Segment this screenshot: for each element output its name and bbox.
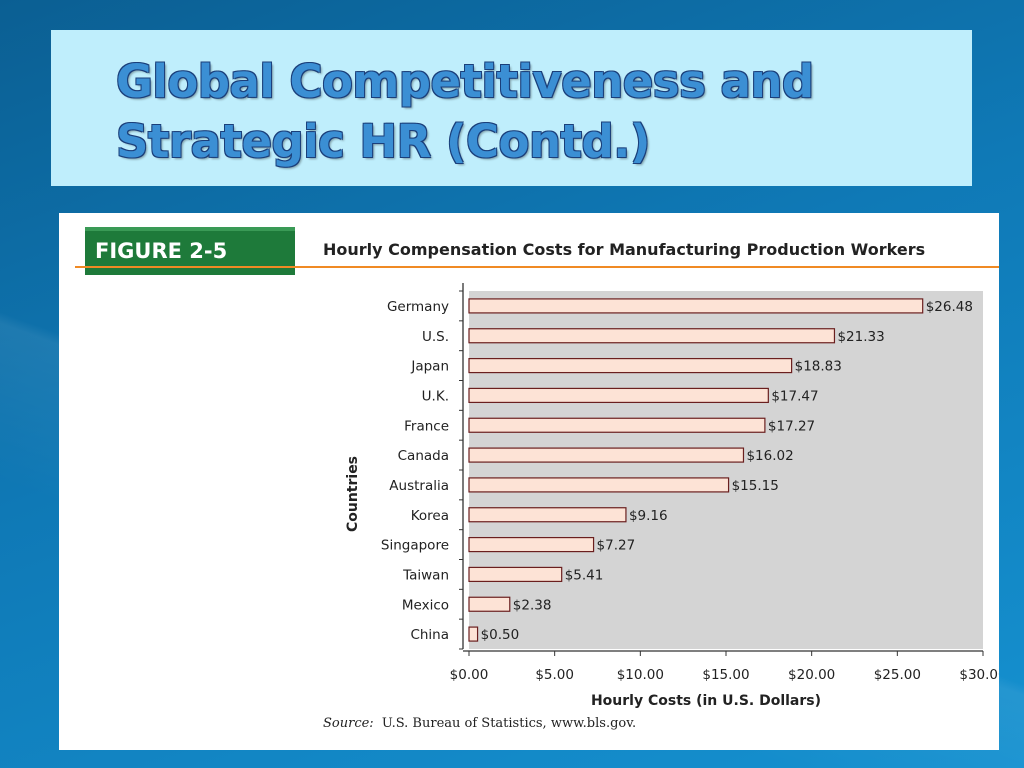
category-label: France [404,418,449,434]
bar [468,447,745,463]
bar [468,626,479,642]
bar-value-label: $9.16 [629,508,668,524]
bar [468,596,511,612]
category-label: U.K. [422,388,449,404]
title-box: Global Competitiveness and Strategic HR … [51,30,972,186]
category-label: Taiwan [402,567,449,583]
bar [468,507,627,523]
bar-value-label: $26.48 [926,299,973,315]
x-tick-label: $30.00 [959,667,999,683]
bar-value-label: $17.27 [768,418,815,434]
figure-label-highlight [85,227,295,231]
bar-chart: FIGURE 2-5 Hourly Compensation Costs for… [75,227,1007,731]
figure-panel: FIGURE 2-5 Hourly Compensation Costs for… [59,213,1007,750]
slide-title-line-2: Strategic HR (Contd.) [116,115,650,168]
bar-value-label: $15.15 [732,478,779,494]
bar-value-label: $21.33 [837,329,884,345]
source-label: Source: [323,716,374,731]
bar-value-label: $7.27 [597,538,636,554]
x-tick-label: $15.00 [702,667,749,683]
y-axis-label: Countries [345,456,361,532]
x-axis-label: Hourly Costs (in U.S. Dollars) [591,693,821,709]
category-label: Japan [410,359,449,375]
source-text: U.S. Bureau of Statistics, www.bls.gov. [382,716,636,731]
figure-caption: Hourly Compensation Costs for Manufactur… [323,240,925,259]
bar-value-label: $5.41 [565,567,604,583]
category-label: Korea [411,508,449,524]
slide-title-line-1: Global Competitiveness and [116,55,814,108]
category-label: U.S. [422,329,449,345]
x-tick-label: $10.00 [617,667,664,683]
category-label: China [410,627,449,643]
category-label: Mexico [402,597,449,613]
bar-value-label: $16.02 [746,448,793,464]
plot-background [469,291,983,649]
source-line: Source: U.S. Bureau of Statistics, www.b… [323,716,636,731]
figure-label: FIGURE 2-5 [95,239,227,263]
x-tick-label: $20.00 [788,667,835,683]
bar-value-label: $17.47 [771,388,818,404]
category-label: Singapore [381,538,449,554]
category-label: Australia [389,478,449,494]
x-tick-label: $0.00 [450,667,489,683]
plot-area: $26.48 Germany $21.33 U.S. $18.83 Japan $17.47… [381,283,1007,683]
bar [468,417,766,433]
bar [468,298,924,314]
category-label: Canada [398,448,449,464]
bar-value-label: $0.50 [481,627,520,643]
bar [468,387,769,404]
bar [468,328,836,344]
slide-title: Global Competitiveness and Strategic HR … [116,52,936,172]
bar-value-label: $18.83 [795,359,842,375]
x-tick-label: $5.00 [535,667,574,683]
x-tick-label: $25.00 [874,667,921,683]
bar [468,477,730,493]
category-label: Germany [387,299,449,315]
bar [468,357,793,374]
bar [468,566,563,583]
bar [468,536,595,553]
bar-value-label: $2.38 [513,597,552,613]
